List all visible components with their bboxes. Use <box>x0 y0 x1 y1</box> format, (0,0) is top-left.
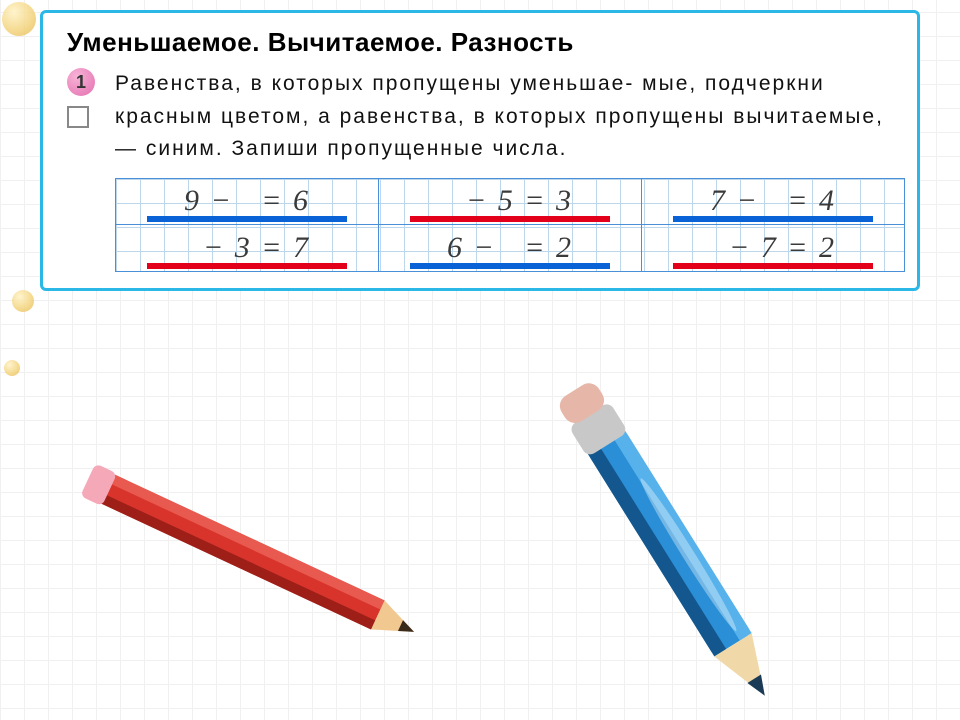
equation-text: − 5 = 3 <box>447 184 573 218</box>
task-row: 1 Равенства, в которых пропущены уменьша… <box>67 68 893 166</box>
task-marker-column: 1 <box>67 68 101 166</box>
underline-red <box>673 263 872 269</box>
decor-dot <box>2 2 36 36</box>
underline-red <box>410 216 609 222</box>
grid-row: 9 − = 6 − 5 = 3 7 − = 4 <box>116 179 904 225</box>
equation-cell: − 7 = 2 <box>641 225 904 271</box>
underline-red <box>147 263 346 269</box>
decor-dot <box>12 290 34 312</box>
underline-blue <box>147 216 346 222</box>
exercise-card: Уменьшаемое. Вычитаемое. Разность 1 Раве… <box>40 10 920 291</box>
equation-text: − 3 = 7 <box>184 231 310 265</box>
equation-text: 9 − = 6 <box>184 184 310 218</box>
equation-cell: 7 − = 4 <box>641 179 904 224</box>
underline-blue <box>673 216 872 222</box>
card-title: Уменьшаемое. Вычитаемое. Разность <box>67 27 893 58</box>
equation-cell: − 3 = 7 <box>116 225 378 271</box>
equation-cell: 9 − = 6 <box>116 179 378 224</box>
equations-grid: 9 − = 6 − 5 = 3 7 − = 4 − 3 = 7 6 − = 2 − … <box>115 178 905 272</box>
equation-text: − 7 = 2 <box>710 231 836 265</box>
equation-cell: 6 − = 2 <box>378 225 641 271</box>
blue-pencil-icon <box>554 378 785 709</box>
equation-text: 7 − = 4 <box>710 184 836 218</box>
decor-dot <box>4 360 20 376</box>
underline-blue <box>410 263 609 269</box>
task-number-badge: 1 <box>67 68 95 96</box>
red-pencil-icon <box>80 463 421 648</box>
task-checkbox[interactable] <box>67 106 89 128</box>
grid-row: − 3 = 7 6 − = 2 − 7 = 2 <box>116 225 904 271</box>
task-text: Равенства, в которых пропущены уменьшае-… <box>115 68 893 166</box>
equation-text: 6 − = 2 <box>447 231 573 265</box>
equation-cell: − 5 = 3 <box>378 179 641 224</box>
